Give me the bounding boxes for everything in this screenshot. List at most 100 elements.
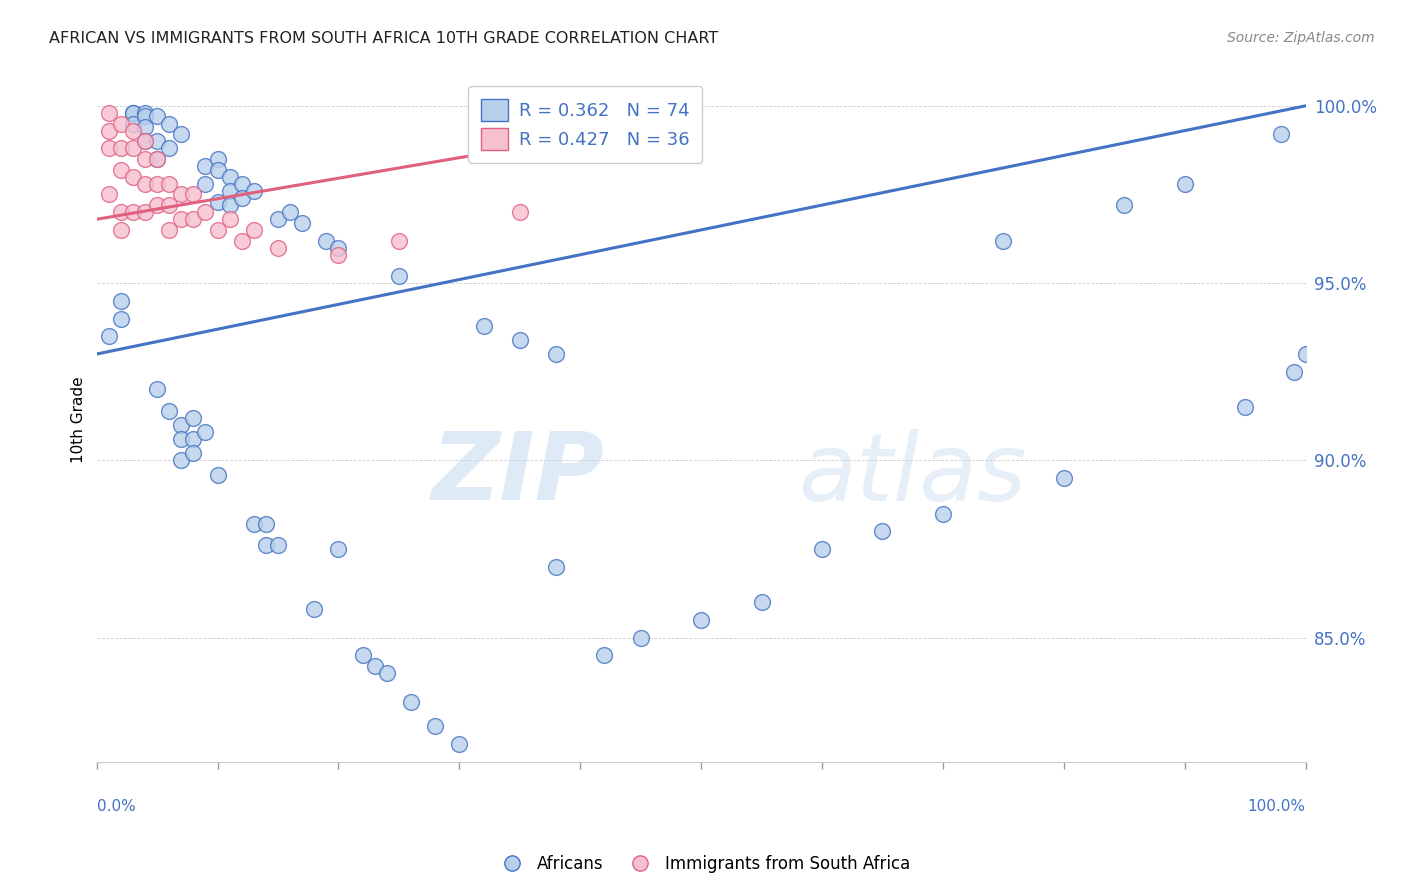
Point xyxy=(509,333,531,347)
Point xyxy=(122,205,145,219)
Point xyxy=(157,141,180,155)
Point xyxy=(183,212,205,227)
Point xyxy=(97,123,120,137)
Point xyxy=(157,223,180,237)
Point xyxy=(97,329,120,343)
Point xyxy=(375,666,398,681)
Point xyxy=(183,187,205,202)
Point xyxy=(315,234,337,248)
Point xyxy=(110,141,132,155)
Point xyxy=(993,234,1015,248)
Text: 0.0%: 0.0% xyxy=(97,799,135,814)
Point xyxy=(146,383,169,397)
Point xyxy=(231,177,253,191)
Point xyxy=(304,602,326,616)
Point xyxy=(122,106,145,120)
Point xyxy=(194,177,217,191)
Text: 100.0%: 100.0% xyxy=(1247,799,1306,814)
Y-axis label: 10th Grade: 10th Grade xyxy=(72,376,86,463)
Point xyxy=(1234,401,1257,415)
Legend: Africans, Immigrants from South Africa: Africans, Immigrants from South Africa xyxy=(489,848,917,880)
Point xyxy=(1295,347,1317,361)
Point xyxy=(157,198,180,212)
Point xyxy=(328,248,350,262)
Point xyxy=(146,134,169,148)
Point xyxy=(449,737,471,751)
Point xyxy=(122,123,145,137)
Point xyxy=(207,194,229,209)
Point xyxy=(194,159,217,173)
Point xyxy=(110,311,132,326)
Legend: R = 0.362   N = 74, R = 0.427   N = 36: R = 0.362 N = 74, R = 0.427 N = 36 xyxy=(468,87,702,163)
Point xyxy=(425,719,447,733)
Point xyxy=(364,659,387,673)
Point xyxy=(328,542,350,557)
Point xyxy=(1282,365,1305,379)
Point xyxy=(254,539,277,553)
Point xyxy=(207,152,229,166)
Point xyxy=(157,403,180,417)
Point xyxy=(97,141,120,155)
Point xyxy=(134,152,156,166)
Point xyxy=(231,234,253,248)
Point xyxy=(134,177,156,191)
Point xyxy=(170,212,193,227)
Point xyxy=(544,559,567,574)
Point xyxy=(110,205,132,219)
Point xyxy=(872,524,894,539)
Point xyxy=(170,127,193,141)
Point xyxy=(110,162,132,177)
Point xyxy=(122,141,145,155)
Point xyxy=(122,106,145,120)
Point xyxy=(157,177,180,191)
Text: atlas: atlas xyxy=(797,429,1026,520)
Point xyxy=(183,432,205,446)
Point xyxy=(122,169,145,184)
Point xyxy=(267,241,290,255)
Point xyxy=(690,613,713,627)
Text: ZIP: ZIP xyxy=(432,428,605,520)
Point xyxy=(146,177,169,191)
Point xyxy=(932,507,955,521)
Point xyxy=(472,318,495,333)
Point xyxy=(267,212,290,227)
Point xyxy=(352,648,374,663)
Point xyxy=(97,187,120,202)
Point xyxy=(194,205,217,219)
Point xyxy=(811,542,834,557)
Point xyxy=(170,187,193,202)
Point xyxy=(291,216,314,230)
Point xyxy=(267,539,290,553)
Point xyxy=(218,169,240,184)
Point xyxy=(146,198,169,212)
Point xyxy=(134,120,156,134)
Point xyxy=(207,223,229,237)
Point xyxy=(243,517,266,532)
Point xyxy=(146,110,169,124)
Point xyxy=(110,116,132,130)
Point xyxy=(1174,177,1197,191)
Point xyxy=(544,347,567,361)
Point xyxy=(388,268,411,283)
Point xyxy=(207,467,229,482)
Point xyxy=(110,293,132,308)
Point xyxy=(243,223,266,237)
Point xyxy=(170,453,193,467)
Point xyxy=(399,694,422,708)
Point xyxy=(110,223,132,237)
Point xyxy=(207,162,229,177)
Point xyxy=(218,198,240,212)
Point xyxy=(751,595,773,609)
Point xyxy=(134,110,156,124)
Point xyxy=(278,205,301,219)
Point xyxy=(170,432,193,446)
Point xyxy=(183,446,205,460)
Point xyxy=(134,134,156,148)
Point xyxy=(146,152,169,166)
Point xyxy=(328,241,350,255)
Point xyxy=(231,191,253,205)
Point xyxy=(1114,198,1136,212)
Point xyxy=(243,184,266,198)
Point xyxy=(1053,471,1076,485)
Point xyxy=(630,631,652,645)
